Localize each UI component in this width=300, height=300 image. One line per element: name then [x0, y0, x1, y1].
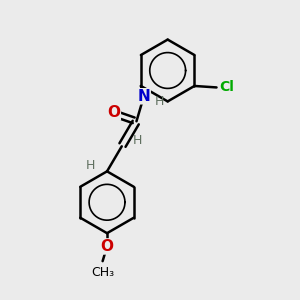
Text: O: O — [100, 239, 113, 254]
Text: H: H — [85, 159, 95, 172]
Text: H: H — [133, 134, 142, 147]
Text: N: N — [137, 89, 150, 104]
Text: H: H — [155, 95, 164, 108]
Text: CH₃: CH₃ — [91, 266, 114, 279]
Text: O: O — [107, 105, 120, 120]
Text: Cl: Cl — [220, 80, 234, 94]
